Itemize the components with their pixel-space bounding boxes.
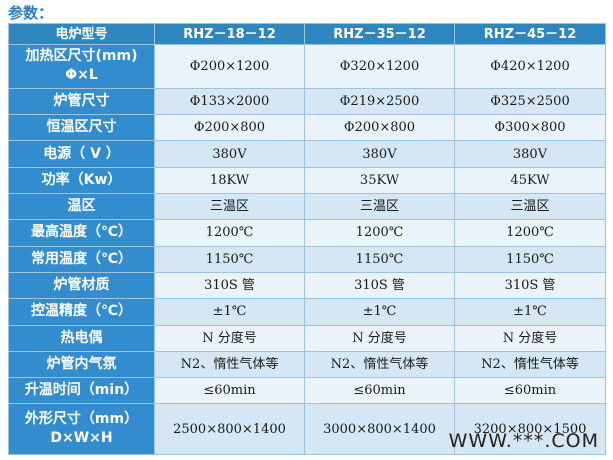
- row-value: 310S 管: [454, 271, 606, 300]
- row-value: 35KW: [304, 166, 455, 195]
- row-value: 1150℃: [304, 245, 455, 273]
- row-label: 炉管材质: [8, 271, 155, 300]
- spec-table: 电炉型号 RHZ－18－12 RHZ－35－12 RHZ－45－12 加热区尺寸…: [8, 23, 606, 455]
- row-label: 恒温区尺寸: [8, 114, 155, 142]
- row-label-line: 常用温度（℃）: [31, 250, 132, 267]
- table-row: 升温时间（min） ≤60min ≤60min ≤60min: [8, 377, 606, 405]
- row-value: 3200×800×1500: [454, 403, 606, 455]
- row-label: 常用温度（℃）: [8, 245, 155, 273]
- row-value: Φ200×800: [304, 114, 455, 142]
- table-row: 外形尺寸（mm） D×W×H 2500×800×1400 3000×800×1400 3…: [8, 403, 606, 455]
- table-row: 最高温度（℃） 1200℃ 1200℃ 1200℃: [8, 219, 606, 247]
- header-model-1: RHZ－18－12: [154, 23, 305, 45]
- row-value: N2、惰性气体等: [154, 350, 305, 379]
- header-model-2: RHZ－35－12: [304, 23, 455, 45]
- row-label: 热电偶: [8, 324, 155, 352]
- table-row: 炉管内气氛 N2、惰性气体等 N2、惰性气体等 N2、惰性气体等: [8, 350, 606, 379]
- row-label-line: 热电偶: [60, 329, 103, 346]
- table-row: 炉管尺寸 Φ133×2000 Φ219×2500 Φ325×2500: [8, 87, 606, 116]
- row-label: 升温时间（min）: [8, 377, 155, 405]
- row-value: 三温区: [454, 193, 606, 221]
- row-label: 炉管尺寸: [8, 87, 155, 116]
- spec-table-body: 加热区尺寸(mm) Φ×L Φ200×1200 Φ320×1200 Φ420×1200 炉…: [8, 44, 606, 455]
- row-value: 1200℃: [454, 219, 606, 247]
- row-label: 控温精度（℃）: [8, 298, 155, 326]
- table-row: 电源（ V ） 380V 380V 380V: [8, 140, 606, 168]
- row-value: Φ133×2000: [154, 87, 305, 116]
- row-value: 1150℃: [154, 245, 305, 273]
- row-value: N2、惰性气体等: [454, 350, 606, 379]
- table-row: 加热区尺寸(mm) Φ×L Φ200×1200 Φ320×1200 Φ420×1200: [8, 44, 606, 89]
- table-row: 热电偶 N 分度号 N 分度号 N 分度号: [8, 324, 606, 352]
- row-label: 炉管内气氛: [8, 350, 155, 379]
- watermark: WWW.***.COM: [448, 430, 599, 452]
- row-value: Φ320×1200: [304, 44, 455, 89]
- row-value: 1150℃: [454, 245, 606, 273]
- table-row: 炉管材质 310S 管 310S 管 310S 管: [8, 271, 606, 300]
- row-value: 2500×800×1400: [154, 403, 305, 455]
- header-model-label: 电炉型号: [8, 23, 155, 45]
- row-value: ±1℃: [304, 298, 455, 326]
- table-row: 恒温区尺寸 Φ200×800 Φ200×800 Φ300×800: [8, 114, 606, 142]
- row-label-line: 外形尺寸（mm）: [24, 411, 139, 428]
- row-label: 电源（ V ）: [8, 140, 155, 168]
- row-value: 380V: [304, 140, 455, 168]
- row-label: 加热区尺寸(mm) Φ×L: [8, 44, 155, 89]
- row-value: Φ420×1200: [454, 44, 606, 89]
- row-value: 三温区: [154, 193, 305, 221]
- row-label-line: 炉管内气氛: [46, 355, 117, 372]
- row-label-line: 恒温区尺寸: [46, 119, 117, 136]
- row-value: Φ219×2500: [304, 87, 455, 116]
- row-value: 三温区: [304, 193, 455, 221]
- row-label-line: 最高温度（℃）: [31, 224, 132, 241]
- row-label-line: 加热区尺寸(mm): [25, 48, 138, 65]
- table-row: 功率（Kw） 18KW 35KW 45KW: [8, 166, 606, 195]
- row-value: N 分度号: [304, 324, 455, 352]
- row-label-line: 电源（ V ）: [43, 145, 120, 162]
- header-model-3: RHZ－45－12: [454, 23, 606, 45]
- table-row: 常用温度（℃） 1150℃ 1150℃ 1150℃: [8, 245, 606, 273]
- row-value: 380V: [154, 140, 305, 168]
- row-value: Φ325×2500: [454, 87, 606, 116]
- row-value: ≤60min: [454, 377, 606, 405]
- row-label: 外形尺寸（mm） D×W×H: [8, 403, 155, 455]
- row-value: Φ200×800: [154, 114, 305, 142]
- row-label: 最高温度（℃）: [8, 219, 155, 247]
- row-value: ±1℃: [154, 298, 305, 326]
- row-value: ±1℃: [454, 298, 606, 326]
- row-value: N 分度号: [154, 324, 305, 352]
- row-label-line: D×W×H: [50, 430, 113, 447]
- row-value: 18KW: [154, 166, 305, 195]
- row-label: 温区: [8, 193, 155, 221]
- row-value: ≤60min: [154, 377, 305, 405]
- row-value: N2、惰性气体等: [304, 350, 455, 379]
- row-value: 310S 管: [154, 271, 305, 300]
- row-value: ≤60min: [304, 377, 455, 405]
- row-value: N 分度号: [454, 324, 606, 352]
- table-header-row: 电炉型号 RHZ－18－12 RHZ－35－12 RHZ－45－12: [8, 23, 606, 45]
- row-value: 3000×800×1400: [304, 403, 455, 455]
- row-value: 1200℃: [154, 219, 305, 247]
- row-label-line: 温区: [67, 198, 96, 215]
- row-value: 310S 管: [304, 271, 455, 300]
- table-row: 控温精度（℃） ±1℃ ±1℃ ±1℃: [8, 298, 606, 326]
- row-label-line: 功率（Kw）: [41, 171, 122, 188]
- row-label-line: 升温时间（min）: [24, 382, 139, 399]
- table-row: 温区 三温区 三温区 三温区: [8, 193, 606, 221]
- row-value: 380V: [454, 140, 606, 168]
- section-heading: 参数：: [8, 4, 54, 22]
- row-label-line: 炉管材质: [53, 277, 110, 294]
- row-label-line: 控温精度（℃）: [31, 303, 132, 320]
- row-value: 1200℃: [304, 219, 455, 247]
- row-value: Φ300×800: [454, 114, 606, 142]
- row-value: Φ200×1200: [154, 44, 305, 89]
- row-label: 功率（Kw）: [8, 166, 155, 195]
- row-label-line: 炉管尺寸: [53, 92, 110, 109]
- row-value: 45KW: [454, 166, 606, 195]
- row-label-line: Φ×L: [65, 67, 98, 84]
